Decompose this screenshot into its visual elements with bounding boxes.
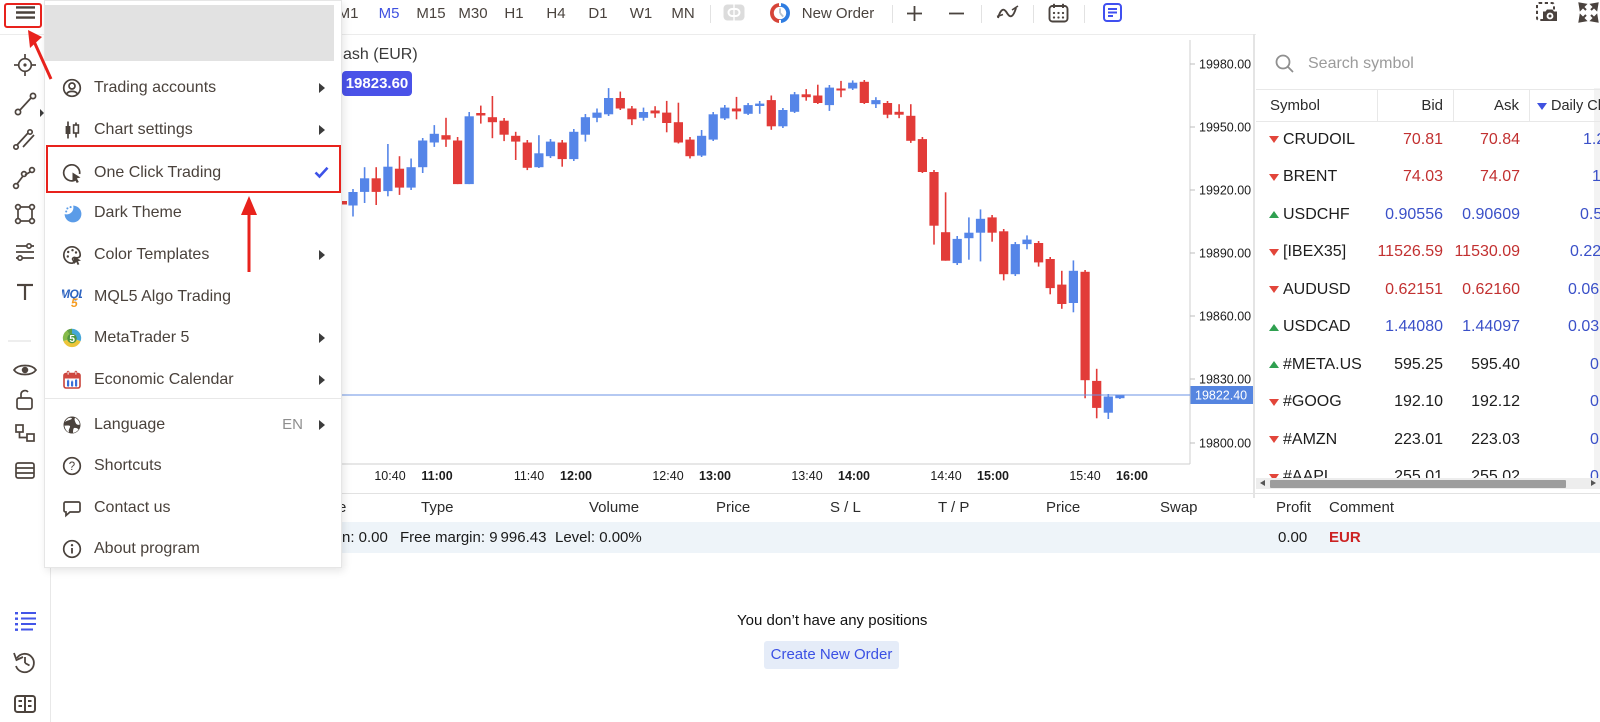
svg-text:12:00: 12:00: [560, 469, 592, 483]
svg-text:19822.40: 19822.40: [1195, 389, 1247, 403]
svg-text:19950.00: 19950.00: [1199, 121, 1251, 135]
svg-text:12:40: 12:40: [652, 469, 683, 483]
svg-text:19830.00: 19830.00: [1199, 373, 1251, 387]
svg-text:19890.00: 19890.00: [1199, 247, 1251, 261]
svg-text:15:00: 15:00: [977, 469, 1009, 483]
svg-text:ash (EUR): ash (EUR): [343, 46, 418, 63]
svg-text:14:40: 14:40: [930, 469, 961, 483]
svg-text:11:40: 11:40: [514, 469, 544, 483]
svg-text:?: ?: [69, 461, 75, 473]
svg-text:13:00: 13:00: [699, 469, 731, 483]
svg-text:MQL: MQL: [62, 287, 82, 301]
svg-text:19800.00: 19800.00: [1199, 437, 1251, 451]
svg-text:10:40: 10:40: [374, 469, 405, 483]
svg-text:19860.00: 19860.00: [1199, 310, 1251, 324]
svg-text:11:00: 11:00: [421, 469, 452, 483]
svg-text:15:40: 15:40: [1069, 469, 1100, 483]
svg-text:13:40: 13:40: [791, 469, 822, 483]
svg-text:5: 5: [69, 334, 75, 345]
svg-text:19980.00: 19980.00: [1199, 58, 1251, 72]
svg-text:14:00: 14:00: [838, 469, 870, 483]
svg-text:16:00: 16:00: [1116, 469, 1148, 483]
svg-text:19920.00: 19920.00: [1199, 184, 1251, 198]
svg-text:5: 5: [71, 296, 78, 307]
